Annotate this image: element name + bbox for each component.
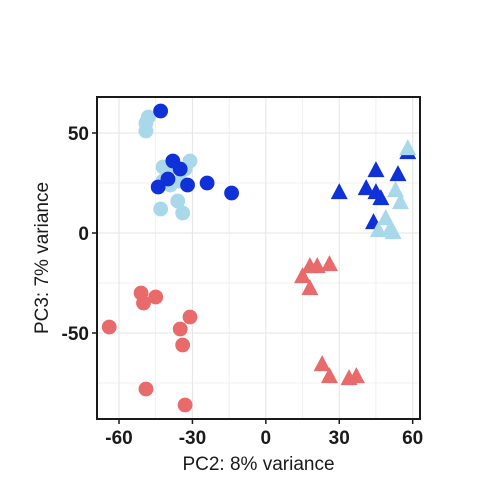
- data-point-triangle: [357, 179, 375, 196]
- data-point-circle: [182, 309, 198, 325]
- y-tick-label: 50: [68, 124, 89, 145]
- data-point-circle: [170, 193, 186, 209]
- data-point-triangle: [301, 279, 319, 296]
- data-point-circle: [101, 319, 117, 335]
- y-axis-label: PC3: 7% variance: [32, 182, 53, 334]
- data-point-triangle: [387, 181, 405, 198]
- data-point-circle: [175, 337, 191, 353]
- data-point-triangle: [399, 139, 417, 156]
- x-tick-label: 0: [261, 428, 272, 449]
- data-point-circle: [177, 397, 193, 413]
- x-tick-label: -30: [179, 428, 206, 449]
- data-point-circle: [180, 177, 195, 193]
- data-point-circle: [138, 381, 154, 397]
- data-point-circle: [138, 123, 154, 139]
- data-point-triangle: [369, 221, 387, 238]
- axis-ticks: -60 -30 0 30 60 50 0 -50: [62, 124, 424, 449]
- data-point-triangle: [313, 355, 331, 372]
- data-point-circle: [136, 295, 151, 311]
- data-point-triangle: [389, 165, 407, 182]
- data-point-circle: [172, 161, 188, 177]
- data-point-triangle: [320, 255, 338, 272]
- x-tick-label: -60: [105, 428, 132, 449]
- data-point-triangle: [330, 183, 348, 200]
- x-axis-label: PC2: 8% variance: [182, 454, 334, 475]
- data-point-circle: [199, 175, 215, 191]
- data-point-circle: [175, 205, 191, 221]
- data-point-circle: [172, 321, 188, 337]
- y-tick-label: -50: [62, 324, 89, 345]
- data-point-triangle: [372, 189, 390, 206]
- data-point-triangle: [367, 161, 385, 178]
- data-point-triangle: [308, 257, 326, 274]
- data-point-circle: [148, 289, 164, 305]
- data-point-triangle: [320, 367, 338, 384]
- data-point-circle: [150, 179, 166, 195]
- grid-lines: [97, 97, 420, 419]
- data-point-circle: [224, 185, 239, 201]
- data-point-circle: [153, 201, 169, 217]
- data-point-triangle: [294, 267, 312, 284]
- data-point-triangle: [384, 223, 402, 240]
- data-point-triangle: [391, 193, 409, 210]
- data-point-circle: [153, 103, 169, 119]
- data-point-circle: [160, 171, 176, 187]
- plot-frame: [96, 96, 421, 420]
- data-points: [101, 103, 417, 413]
- x-tick-label: 30: [329, 428, 350, 449]
- data-point-triangle: [347, 367, 365, 384]
- y-tick-label: 0: [78, 224, 89, 245]
- x-tick-label: 60: [402, 428, 423, 449]
